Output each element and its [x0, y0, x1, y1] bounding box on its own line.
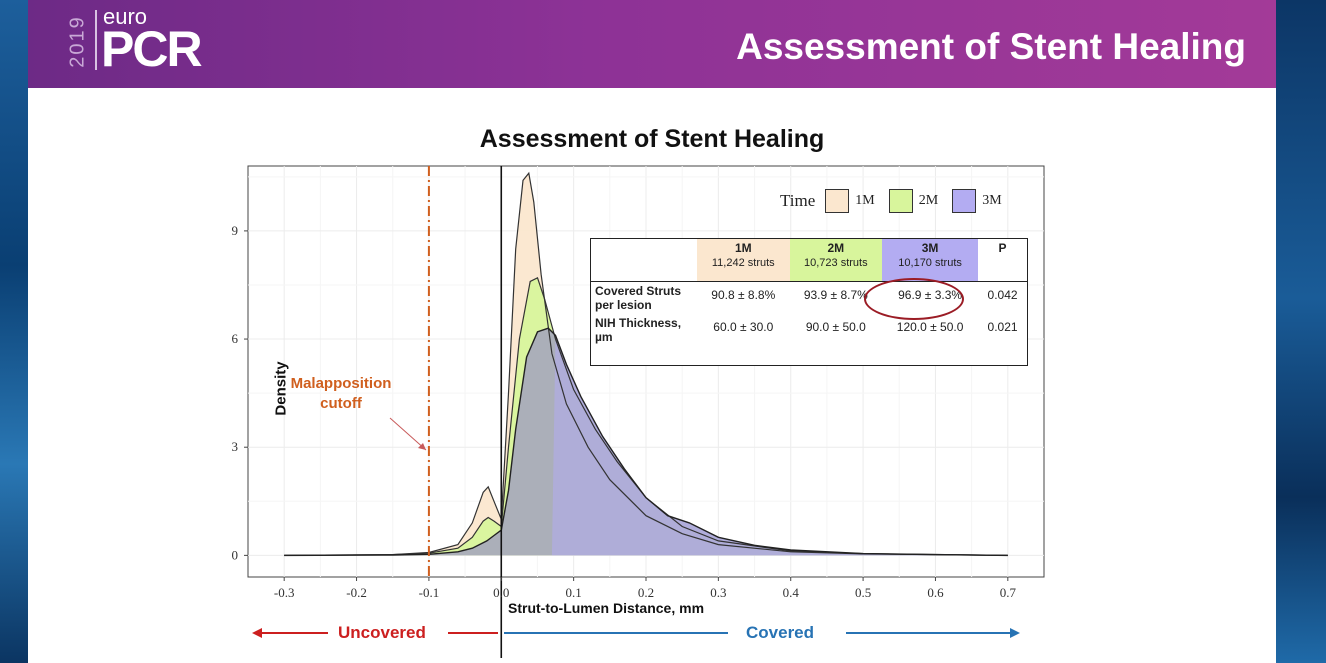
x-tick-label: 0.1	[566, 585, 582, 600]
stats-header-3m: 3M 10,170 struts	[882, 239, 979, 282]
background-right	[1274, 0, 1326, 663]
stats-header-1m: 1M 11,242 struts	[697, 239, 790, 282]
logo-pcr: PCR	[101, 21, 203, 77]
x-tick-label: 0.0	[493, 585, 509, 600]
header-title: Assessment of Stent Healing	[736, 26, 1246, 67]
x-axis-label: Strut-to-Lumen Distance, mm	[508, 600, 705, 616]
legend-swatch-3m	[952, 189, 977, 213]
covered-label: Covered	[746, 623, 815, 642]
legend-key-1m: 1M	[855, 193, 875, 208]
covered-arrow-head	[1010, 628, 1020, 638]
stats-cell: 120.0 ± 50.0	[896, 320, 964, 334]
slide-header: 2019 euro PCR Assessment of Stent Healin…	[28, 0, 1276, 88]
y-tick-label: 9	[232, 223, 239, 238]
x-tick-label: 0.6	[927, 585, 944, 600]
y-tick-label: 0	[232, 547, 239, 562]
y-tick-label: 3	[232, 439, 239, 454]
legend-title: Time	[780, 191, 816, 210]
chart-title: Assessment of Stent Healing	[479, 125, 825, 153]
density-plot: -0.3 -0.2 -0.1 0.0 0.1 0.2 0.3 0.4 0.5 0.6 0.7 0 3 6 9	[232, 165, 1045, 658]
malapposition-pointer-head	[418, 443, 426, 450]
stats-cell: 0.042	[987, 288, 1018, 302]
x-tick-label: -0.1	[419, 585, 440, 600]
legend-swatch-1m	[825, 189, 850, 213]
stats-cell: 90.0 ± 50.0	[805, 320, 866, 334]
stats-cell: 60.0 ± 30.0	[713, 320, 774, 334]
slide-content: Assessment of Stent Healing -0.3 -0.2 -0.1…	[28, 88, 1276, 663]
stats-cell: 90.8 ± 8.8%	[711, 288, 776, 302]
x-tick-label: 0.5	[855, 585, 871, 600]
logo-divider	[95, 10, 97, 70]
stats-row-label: Covered Struts per lesion	[595, 284, 682, 312]
malapposition-label-line1: Malapposition	[290, 375, 392, 392]
uncovered-arrow-head	[252, 628, 262, 638]
highlight-circle	[864, 278, 964, 320]
legend-key-2m: 2M	[918, 193, 939, 208]
x-tick-label: 0.7	[1000, 585, 1017, 600]
malapposition-label-line2: cutoff	[320, 395, 362, 412]
stats-corner	[591, 239, 697, 282]
stats-header-2m: 2M 10,723 struts	[789, 239, 883, 282]
stats-header-p: P	[978, 239, 1027, 282]
x-tick-label: -0.2	[346, 585, 367, 600]
stats-row-nih: NIH Thickness, µm 60.0 ± 30.0 90.0 ± 50.…	[591, 314, 1027, 346]
legend-swatch-2m	[888, 189, 913, 213]
density-line-1m	[284, 171, 1008, 556]
logo-year: 2019	[66, 15, 89, 68]
density-line-2m	[284, 276, 1008, 556]
x-tick-label: 0.3	[710, 585, 726, 600]
x-tick-label: 0.4	[783, 585, 800, 600]
stats-cell: 93.9 ± 8.7%	[803, 288, 868, 302]
x-tick-label: 0.2	[638, 585, 654, 600]
malapposition-pointer	[389, 417, 427, 451]
malapposition-label: Malapposition cutoff	[286, 374, 396, 414]
stats-cell: 0.021	[987, 320, 1018, 334]
stats-header-row: 1M 11,242 struts 2M 10,723 struts 3M 10,170…	[591, 239, 1027, 282]
legend-key-3m: 3M	[982, 193, 1002, 208]
background-left	[0, 0, 28, 663]
density-area-3m-highlight	[551, 335, 1008, 556]
stats-row-label: NIH Thickness, µm	[595, 316, 682, 344]
density-line-3m	[284, 327, 1008, 557]
logo-euro: euro	[103, 4, 148, 29]
legend: Time 1M 2M 3M	[780, 189, 1016, 213]
y-tick-label: 6	[232, 331, 239, 346]
uncovered-label: Uncovered	[338, 623, 426, 642]
x-tick-label: -0.3	[274, 585, 295, 600]
